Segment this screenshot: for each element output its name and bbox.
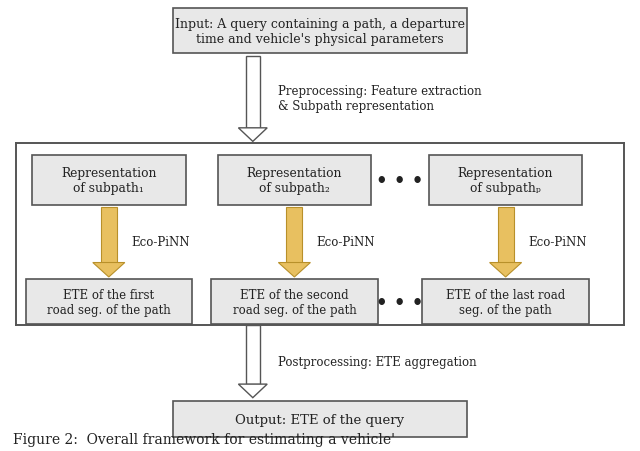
Polygon shape (93, 263, 125, 277)
Polygon shape (239, 384, 268, 398)
FancyBboxPatch shape (211, 280, 378, 325)
Polygon shape (246, 56, 260, 129)
Text: Eco-PiNN: Eco-PiNN (317, 236, 375, 249)
Text: ETE of the second
road seg. of the path: ETE of the second road seg. of the path (232, 288, 356, 316)
Polygon shape (246, 326, 260, 384)
FancyBboxPatch shape (429, 156, 582, 205)
FancyBboxPatch shape (173, 9, 467, 54)
Polygon shape (101, 207, 117, 263)
Polygon shape (239, 129, 268, 142)
Text: • • •: • • • (376, 171, 424, 189)
Polygon shape (278, 263, 310, 277)
Text: ETE of the first
road seg. of the path: ETE of the first road seg. of the path (47, 288, 171, 316)
Text: Representation
of subpath₂: Representation of subpath₂ (246, 166, 342, 194)
Text: Figure 2:  Overall framework for estimating a vehicle': Figure 2: Overall framework for estimati… (13, 433, 395, 446)
Text: Eco-PiNN: Eco-PiNN (131, 236, 189, 249)
Text: Representation
of subpath₁: Representation of subpath₁ (61, 166, 157, 194)
Text: • • •: • • • (376, 293, 424, 311)
Polygon shape (490, 263, 522, 277)
Polygon shape (498, 207, 514, 263)
Polygon shape (287, 207, 303, 263)
FancyBboxPatch shape (26, 280, 192, 325)
Text: Representation
of subpathₚ: Representation of subpathₚ (458, 166, 554, 194)
Text: ETE of the last road
seg. of the path: ETE of the last road seg. of the path (446, 288, 565, 316)
FancyBboxPatch shape (422, 280, 589, 325)
FancyBboxPatch shape (32, 156, 186, 205)
Text: Preprocessing: Feature extraction
& Subpath representation: Preprocessing: Feature extraction & Subp… (278, 85, 482, 113)
Text: Postprocessing: ETE aggregation: Postprocessing: ETE aggregation (278, 355, 477, 368)
Text: Eco-PiNN: Eco-PiNN (528, 236, 586, 249)
FancyBboxPatch shape (173, 401, 467, 437)
Text: Output: ETE of the query: Output: ETE of the query (236, 413, 404, 426)
Text: Input: A query containing a path, a departure
time and vehicle's physical parame: Input: A query containing a path, a depa… (175, 18, 465, 46)
FancyBboxPatch shape (218, 156, 371, 205)
